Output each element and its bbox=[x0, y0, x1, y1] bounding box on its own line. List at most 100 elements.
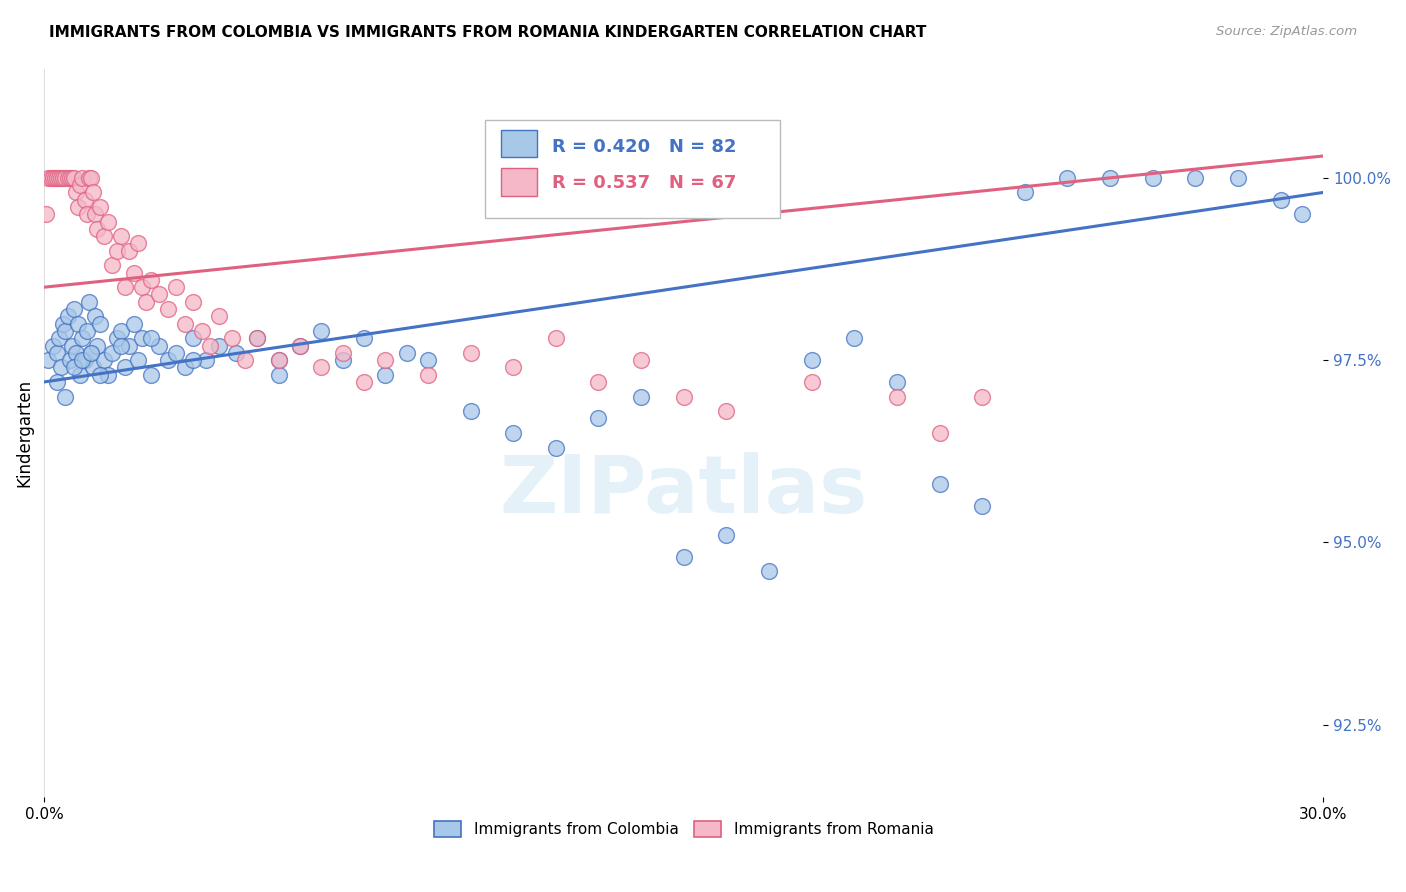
Point bbox=[183, 353, 205, 368]
Point bbox=[45, 346, 67, 360]
Point bbox=[332, 346, 354, 360]
Point bbox=[156, 353, 179, 368]
Point bbox=[86, 222, 108, 236]
Point bbox=[156, 301, 179, 316]
Point bbox=[208, 338, 231, 352]
Point bbox=[502, 425, 524, 440]
Point bbox=[844, 331, 866, 345]
Point bbox=[148, 338, 170, 352]
Point bbox=[288, 338, 311, 352]
Legend: Immigrants from Colombia, Immigrants from Romania: Immigrants from Colombia, Immigrants fro… bbox=[426, 814, 941, 845]
Point bbox=[672, 390, 695, 404]
Point bbox=[716, 404, 738, 418]
Point bbox=[97, 214, 120, 228]
Point bbox=[288, 338, 311, 352]
Point bbox=[1099, 170, 1122, 185]
Point bbox=[69, 178, 91, 193]
Point bbox=[63, 170, 86, 185]
Point bbox=[110, 229, 132, 244]
Point bbox=[55, 324, 77, 338]
Point bbox=[72, 331, 94, 345]
Point bbox=[183, 294, 205, 309]
Point bbox=[1184, 170, 1206, 185]
Point bbox=[309, 360, 332, 375]
Point bbox=[928, 425, 950, 440]
Point bbox=[122, 317, 145, 331]
Point bbox=[1291, 207, 1313, 221]
Point bbox=[1142, 170, 1164, 185]
Point bbox=[51, 360, 73, 375]
Point bbox=[55, 170, 77, 185]
Point bbox=[353, 375, 375, 389]
Point bbox=[544, 441, 567, 455]
FancyBboxPatch shape bbox=[485, 120, 780, 218]
Point bbox=[800, 353, 823, 368]
Point bbox=[69, 368, 91, 382]
Point bbox=[139, 273, 162, 287]
Point bbox=[67, 317, 90, 331]
Point bbox=[148, 287, 170, 301]
Text: R = 0.420   N = 82: R = 0.420 N = 82 bbox=[553, 137, 737, 156]
Point bbox=[93, 229, 115, 244]
Point bbox=[84, 207, 107, 221]
Point bbox=[101, 346, 124, 360]
Point bbox=[588, 411, 610, 425]
Point bbox=[55, 390, 77, 404]
Point bbox=[716, 528, 738, 542]
Point bbox=[374, 368, 396, 382]
Point bbox=[80, 346, 103, 360]
Point bbox=[460, 346, 482, 360]
Point bbox=[110, 324, 132, 338]
Point bbox=[353, 331, 375, 345]
Point bbox=[80, 170, 103, 185]
Point bbox=[67, 200, 90, 214]
Text: Source: ZipAtlas.com: Source: ZipAtlas.com bbox=[1216, 25, 1357, 38]
Point bbox=[118, 244, 141, 258]
Point bbox=[502, 360, 524, 375]
Point bbox=[395, 346, 418, 360]
Point bbox=[886, 375, 908, 389]
Point bbox=[1227, 170, 1250, 185]
Point bbox=[127, 353, 149, 368]
Point bbox=[139, 368, 162, 382]
Y-axis label: Kindergarten: Kindergarten bbox=[15, 379, 32, 487]
Point bbox=[221, 331, 243, 345]
Point bbox=[416, 353, 439, 368]
Point bbox=[59, 170, 82, 185]
Point bbox=[135, 294, 157, 309]
Point bbox=[267, 353, 290, 368]
Point bbox=[1014, 186, 1036, 200]
Point bbox=[51, 170, 73, 185]
Point bbox=[114, 360, 136, 375]
Point bbox=[246, 331, 269, 345]
Point bbox=[114, 280, 136, 294]
Point bbox=[800, 375, 823, 389]
Point bbox=[416, 368, 439, 382]
Point bbox=[672, 549, 695, 564]
Point bbox=[41, 338, 63, 352]
Point bbox=[139, 331, 162, 345]
Point bbox=[56, 170, 79, 185]
Point bbox=[544, 331, 567, 345]
FancyBboxPatch shape bbox=[501, 129, 537, 158]
Point bbox=[101, 258, 124, 272]
Point bbox=[131, 331, 153, 345]
Point bbox=[60, 170, 83, 185]
Point bbox=[59, 353, 82, 368]
Text: ZIPatlas: ZIPatlas bbox=[499, 452, 868, 531]
Point bbox=[173, 317, 195, 331]
Point bbox=[89, 317, 111, 331]
Point bbox=[89, 200, 111, 214]
Point bbox=[122, 266, 145, 280]
Point bbox=[118, 338, 141, 352]
Point bbox=[73, 353, 96, 368]
Point bbox=[183, 331, 205, 345]
Point bbox=[76, 207, 98, 221]
Point bbox=[72, 353, 94, 368]
Point bbox=[48, 170, 70, 185]
Point bbox=[208, 310, 231, 324]
Point bbox=[65, 186, 87, 200]
Point bbox=[86, 338, 108, 352]
Point bbox=[630, 390, 652, 404]
Point bbox=[460, 404, 482, 418]
